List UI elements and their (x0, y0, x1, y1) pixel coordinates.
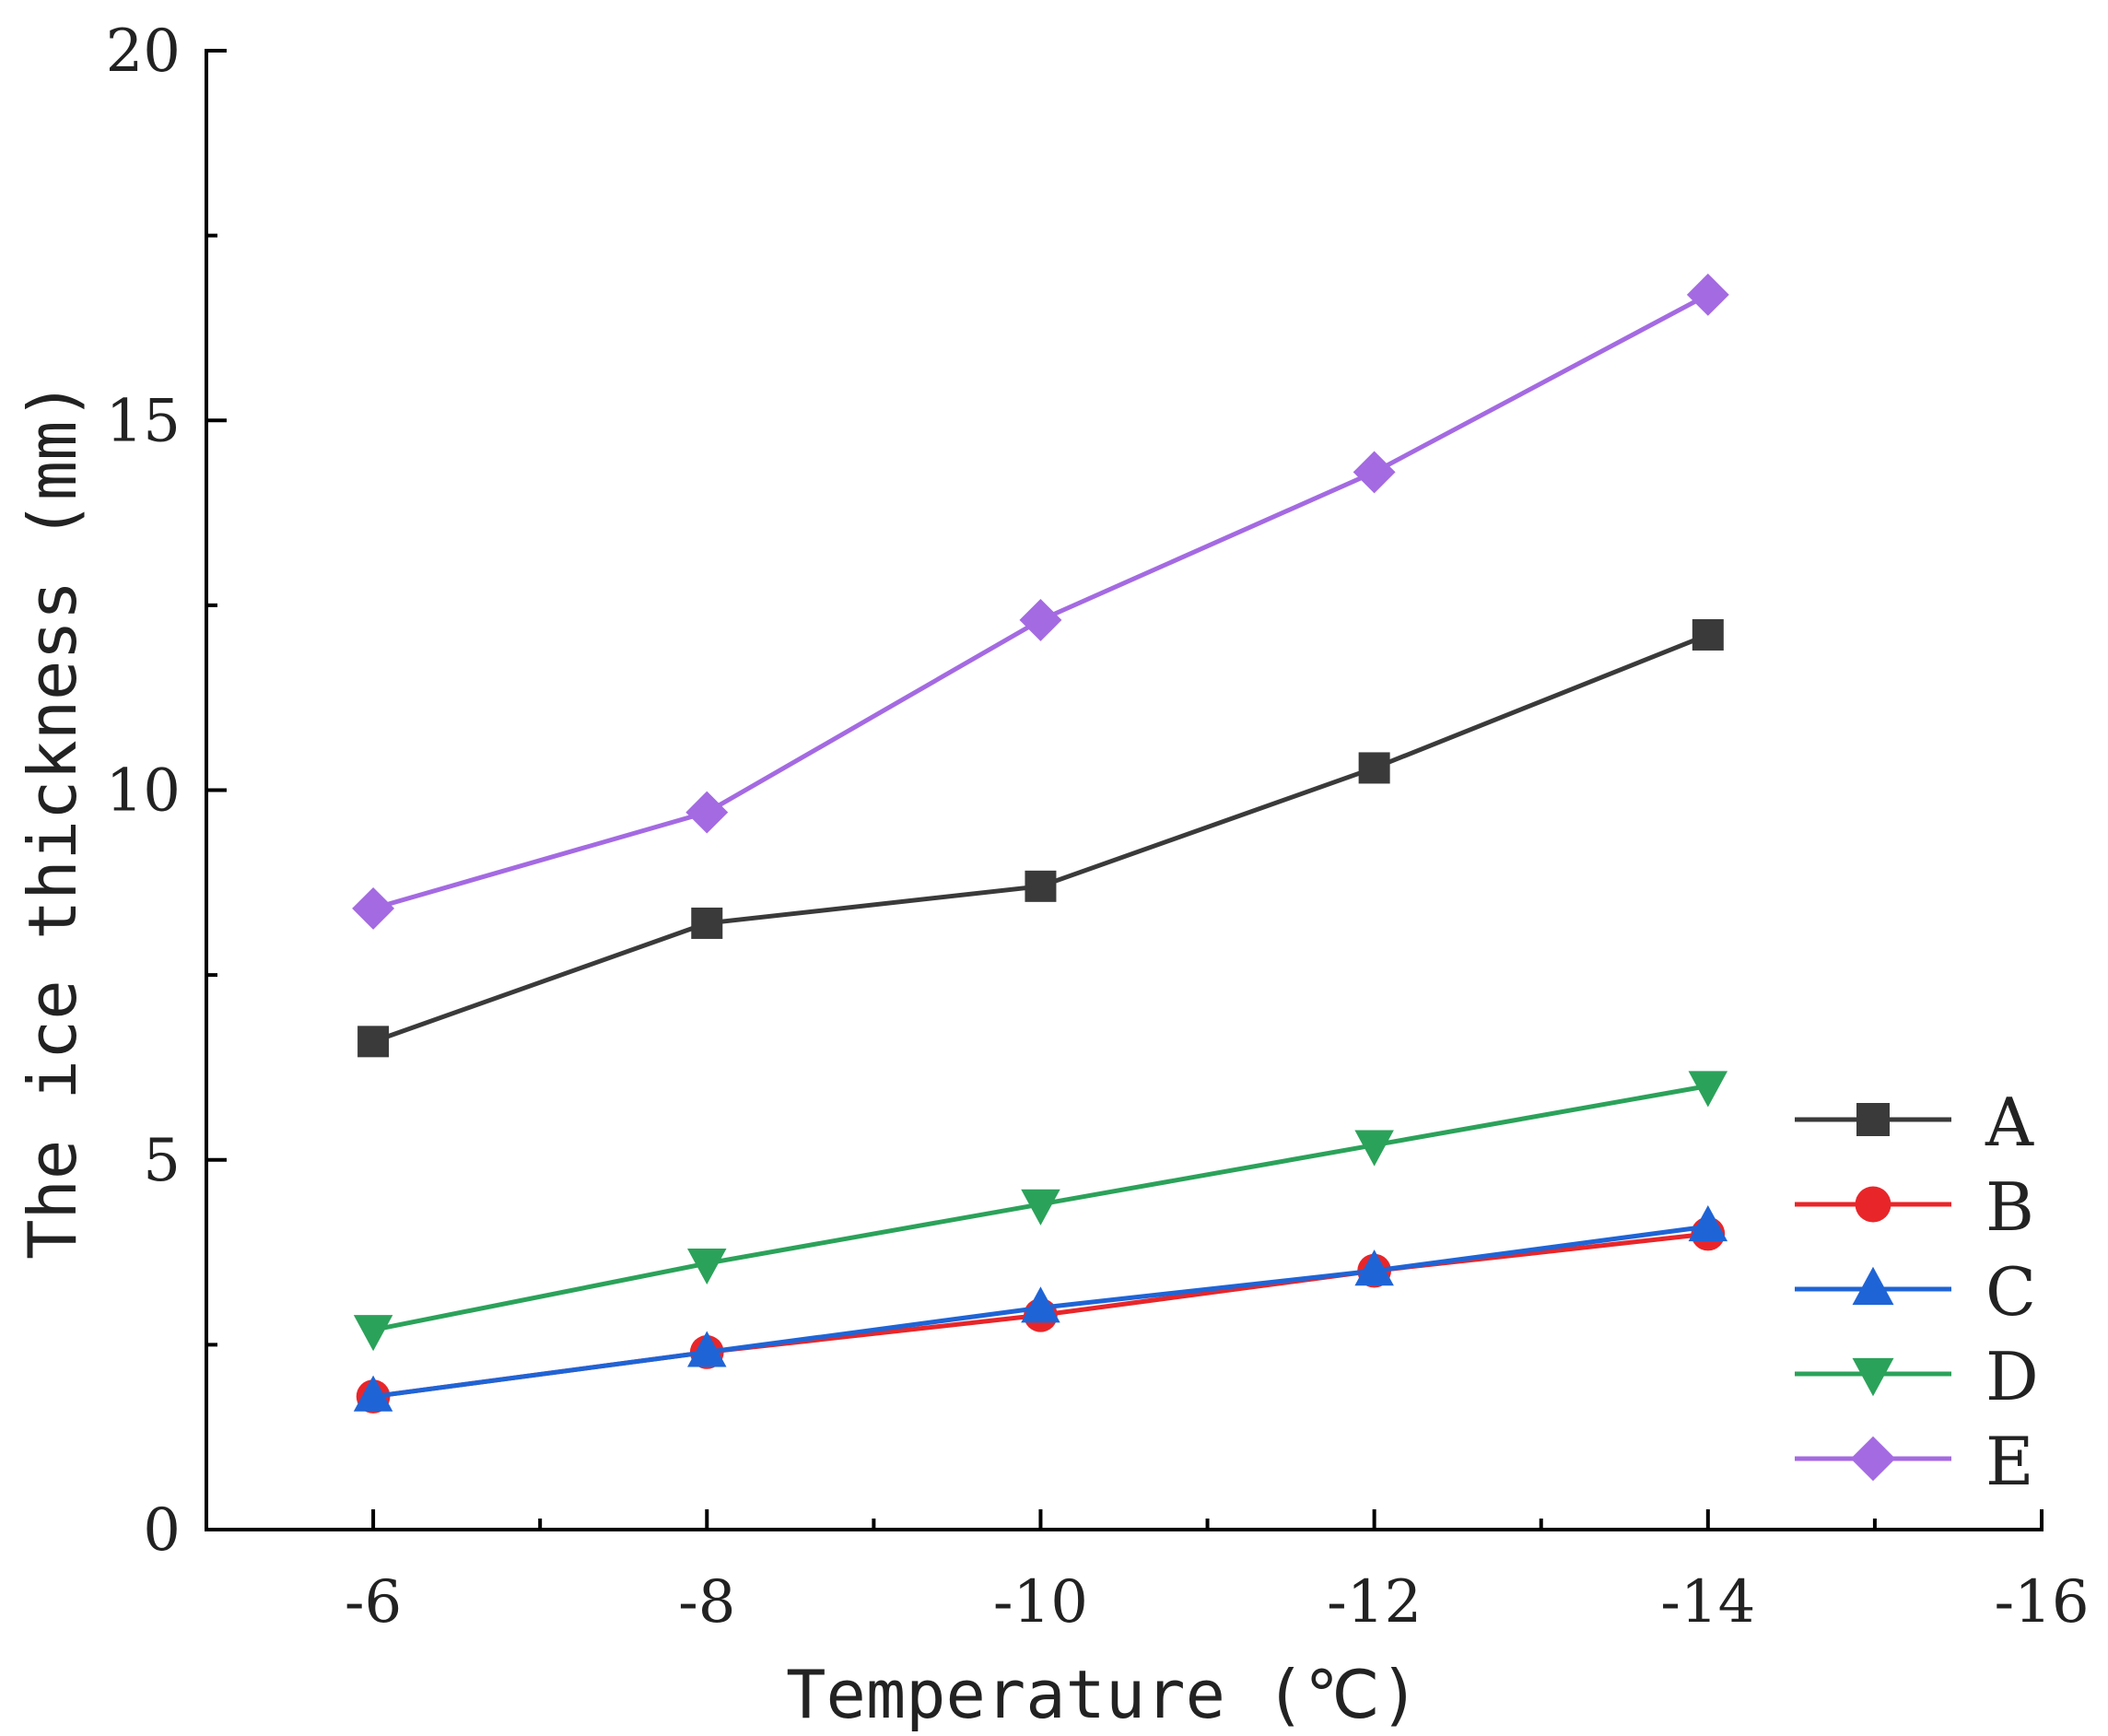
series-group (352, 273, 1729, 1413)
data-point-D (1354, 1130, 1394, 1167)
data-point-C (687, 1331, 727, 1367)
series-A (357, 618, 1724, 1058)
legend-label: E (1985, 1423, 2034, 1500)
data-point-E (685, 791, 729, 834)
x-axis-ticks: -6 -8 -10 -12 -14 -16 (345, 1509, 2090, 1636)
y-tick-label: 15 (106, 387, 181, 455)
y-tick-label: 0 (143, 1496, 181, 1565)
x-axis-title: Temperature (℃) (786, 1656, 1420, 1733)
y-tick-label: 5 (143, 1127, 181, 1195)
series-C (353, 1205, 1728, 1412)
legend-item-A: A (1795, 1084, 2034, 1161)
series-D (353, 1071, 1728, 1352)
x-tick-label: -6 (345, 1568, 402, 1636)
legend-item-D: D (1795, 1338, 2039, 1415)
data-point-D (1688, 1071, 1728, 1108)
data-point-A (1025, 870, 1057, 902)
series-line-A (372, 632, 1709, 1044)
data-point-E (1019, 598, 1062, 641)
data-point-C (1354, 1249, 1394, 1286)
x-tick-label: -8 (678, 1568, 735, 1636)
x-tick-label: -16 (1994, 1568, 2089, 1636)
legend-label: B (1985, 1168, 2034, 1246)
x-tick-label: -14 (1660, 1568, 1755, 1636)
x-tick-label: -12 (1327, 1568, 1422, 1636)
y-axis-ticks: 0 5 10 15 20 (106, 18, 227, 1565)
data-point-C (353, 1375, 393, 1412)
legend-marker (1852, 1266, 1894, 1306)
data-point-E (352, 886, 395, 930)
legend-label: D (1985, 1338, 2039, 1415)
data-point-C (1021, 1286, 1060, 1323)
x-tick-label: -10 (993, 1568, 1088, 1636)
y-tick-label: 20 (106, 18, 181, 86)
data-point-D (687, 1248, 727, 1285)
data-point-D (353, 1315, 393, 1352)
data-point-A (691, 907, 723, 939)
data-point-E (1353, 451, 1396, 494)
legend-marker (1852, 1357, 1894, 1397)
legend-item-C: C (1795, 1253, 2036, 1331)
data-point-E (1686, 273, 1729, 316)
y-tick-label: 10 (106, 757, 181, 826)
data-point-A (1358, 752, 1390, 784)
data-point-C (1688, 1205, 1728, 1242)
series-E (352, 273, 1729, 930)
data-point-D (1021, 1189, 1060, 1226)
legend-marker (1856, 1103, 1890, 1136)
data-point-A (1692, 618, 1724, 651)
legend-marker (1855, 1186, 1891, 1223)
legend-item-B: B (1795, 1168, 2034, 1246)
legend-label: C (1985, 1253, 2036, 1331)
legend-item-E: E (1795, 1423, 2034, 1500)
legend-label: A (1985, 1084, 2034, 1161)
data-point-A (357, 1026, 390, 1058)
y-axis-title: The ice thickness (mm) (14, 381, 91, 1260)
legend-marker (1850, 1436, 1896, 1482)
